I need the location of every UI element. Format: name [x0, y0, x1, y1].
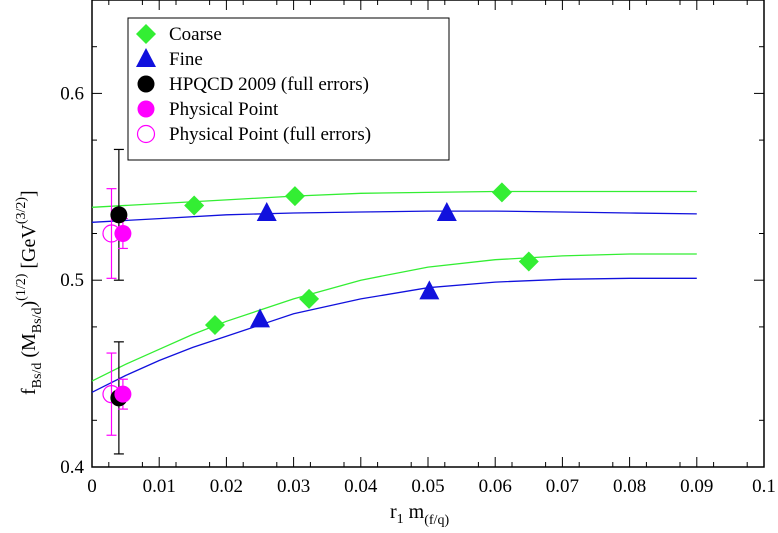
- fine-marker: [419, 280, 440, 300]
- fine-marker: [436, 201, 457, 221]
- legend-label-fine: Fine: [169, 49, 203, 70]
- fit-curve-0: [91, 190, 697, 208]
- legend-marker-coarse: [136, 24, 156, 44]
- fit-curves: [91, 190, 697, 393]
- y-axis-label: fBs/d (MBs/d)(1/2) [GeV(3/2)]: [14, 190, 45, 395]
- fit-curve-3: [91, 277, 697, 393]
- x-tick-label: 0.01: [143, 476, 176, 497]
- x-tick-label: 0.08: [613, 476, 646, 497]
- fit-curve-2: [91, 253, 697, 382]
- y-tick-label: 0.4: [60, 457, 84, 478]
- y-tick-label: 0.5: [60, 270, 84, 291]
- x-axis-ticks: 0 0.01 0.02 0.03 0.04 0.05 0.06 0.07 0.08 0.09 0.1: [87, 0, 776, 497]
- x-tick-label: 0.06: [479, 476, 512, 497]
- legend-marker-physical-point-full-errors: [136, 124, 156, 144]
- coarse-marker: [204, 315, 225, 336]
- fine-marker: [256, 201, 277, 221]
- coarse-marker: [518, 251, 539, 272]
- legend-label-physical-point-full-errors: Physical Point (full errors): [169, 124, 371, 145]
- x-tick-label: 0.1: [752, 476, 776, 497]
- x-tick-label: 0.05: [411, 476, 444, 497]
- legend-marker-fine: [136, 48, 156, 67]
- x-tick-label: 0.09: [680, 476, 713, 497]
- x-tick-label: 0.02: [210, 476, 243, 497]
- y-tick-label: 0.6: [60, 83, 84, 104]
- coarse-marker: [184, 195, 205, 216]
- fit-curve-1: [91, 210, 697, 223]
- legend-label-physical-point: Physical Point: [169, 99, 279, 120]
- coarse-marker: [491, 182, 512, 203]
- x-axis-label: r1 m(f/q): [390, 501, 449, 528]
- coarse-marker: [299, 288, 320, 309]
- legend-box: [127, 17, 450, 161]
- hpqcd-2009-full-errors-marker: [110, 206, 128, 224]
- coarse-marker: [284, 186, 305, 207]
- legend-label-coarse: Coarse: [169, 24, 222, 45]
- physical-point-marker: [114, 385, 132, 403]
- physical-point-marker: [114, 225, 132, 242]
- legend-label-hpqcd-2009-full-errors: HPQCD 2009 (full errors): [169, 74, 369, 95]
- y-axis-ticks: 0.4 0.5 0.6: [60, 46, 764, 478]
- legend-marker-physical-point: [137, 100, 155, 118]
- x-tick-label: 0.07: [546, 476, 579, 497]
- legend-marker-hpqcd-2009-full-errors: [137, 75, 155, 93]
- data-markers: [102, 148, 539, 455]
- x-tick-label: 0: [87, 476, 97, 497]
- x-tick-label: 0.04: [344, 476, 378, 497]
- fine-marker: [250, 308, 270, 328]
- legend: Coarse Fine HPQCD 2009 (full errors) Physic…: [127, 17, 450, 161]
- x-tick-label: 0.03: [277, 476, 310, 497]
